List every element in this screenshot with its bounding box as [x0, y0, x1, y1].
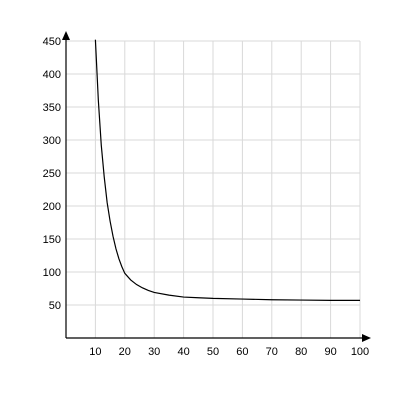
x-tick-label: 40 [177, 346, 189, 358]
y-tick-label: 150 [43, 234, 61, 246]
y-tick-label: 300 [43, 135, 61, 147]
x-tick-label: 30 [148, 346, 160, 358]
y-tick-label: 450 [43, 36, 61, 48]
y-axis-arrow [62, 31, 70, 40]
y-tick-labels: 50 100 150 200 250 300 350 400 450 [43, 36, 61, 312]
x-tick-label: 10 [89, 346, 101, 358]
x-tick-label: 50 [207, 346, 219, 358]
x-axis-arrow [362, 334, 371, 342]
x-tick-label: 90 [324, 346, 336, 358]
axes [62, 31, 371, 342]
x-tick-label: 100 [351, 346, 369, 358]
x-tick-label: 60 [236, 346, 248, 358]
x-tick-label: 80 [295, 346, 307, 358]
y-tick-label: 250 [43, 168, 61, 180]
y-tick-label: 400 [43, 69, 61, 81]
y-tick-label: 350 [43, 102, 61, 114]
series-line [94, 39, 360, 301]
x-tick-labels: 10 20 30 40 50 60 70 80 90 100 [89, 346, 369, 358]
y-tick-label: 50 [49, 300, 61, 312]
x-tick-label: 70 [266, 346, 278, 358]
grid [66, 40, 361, 338]
y-tick-label: 200 [43, 201, 61, 213]
y-tick-label: 100 [43, 267, 61, 279]
x-tick-label: 20 [119, 346, 131, 358]
